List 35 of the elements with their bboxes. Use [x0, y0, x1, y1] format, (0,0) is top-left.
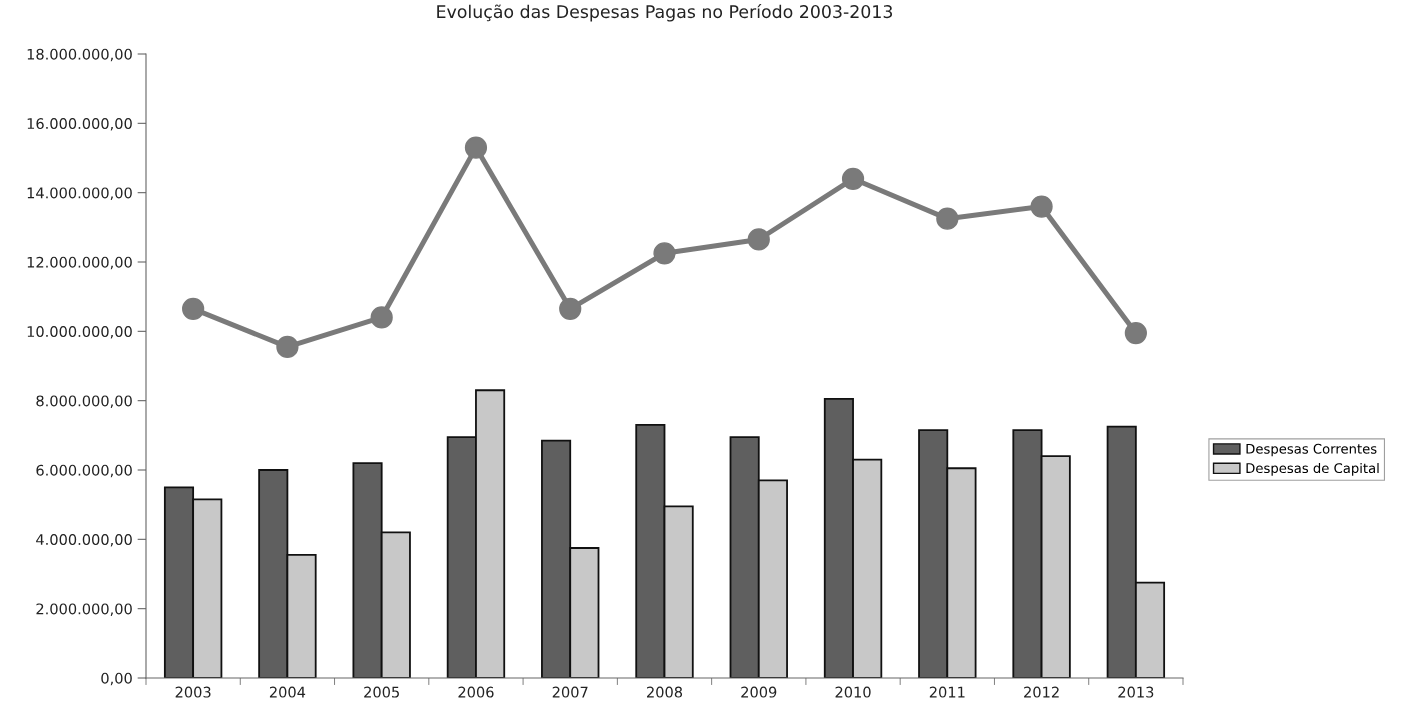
legend-label: Despesas de Capital: [1246, 462, 1379, 476]
x-tick-label: 2004: [269, 686, 306, 698]
point: [1124, 321, 1147, 345]
y-tick-label: 8.000.000,00: [36, 395, 132, 408]
point: [747, 228, 770, 251]
y-tick-label: 14.000.000,00: [27, 187, 132, 200]
point: [936, 207, 959, 230]
y-tick-label: 16.000.000,00: [27, 118, 132, 131]
point: [182, 297, 205, 320]
point: [653, 242, 676, 265]
point: [276, 335, 299, 359]
point: [370, 306, 393, 329]
x-tick-label: 2012: [1024, 686, 1059, 698]
x-tick-label: 2006: [458, 686, 494, 698]
point: [841, 167, 865, 190]
x-tick-label: 2008: [647, 686, 683, 698]
y-tick-label: 6.000.000,00: [36, 464, 132, 478]
chart-title: Evolução das Despesas Pagas no Período 2003-2013: [437, 4, 893, 22]
y-tick-label: 4.000.000,00: [36, 534, 132, 547]
y-tick-label: 2.000.000,00: [36, 603, 132, 616]
x-tick-label: 2003: [175, 686, 211, 698]
point: [559, 297, 582, 320]
y-tick-label: 10.000.000,00: [27, 326, 132, 339]
x-tick-label: 2010: [835, 686, 871, 698]
y-tick-label: 0,00: [101, 672, 132, 686]
x-tick-label: 2009: [741, 686, 777, 698]
y-tick-label: 12.000.000,00: [27, 256, 132, 270]
point: [1030, 195, 1053, 218]
legend-label: Despesas Correntes: [1246, 443, 1377, 457]
x-tick-label: 2007: [552, 686, 588, 698]
x-tick-label: 2011: [929, 686, 965, 698]
x-tick-label: 2013: [1118, 686, 1154, 698]
x-tick-label: 2005: [364, 686, 399, 698]
point: [464, 136, 488, 159]
y-tick-label: 18.000.000,00: [27, 48, 132, 62]
